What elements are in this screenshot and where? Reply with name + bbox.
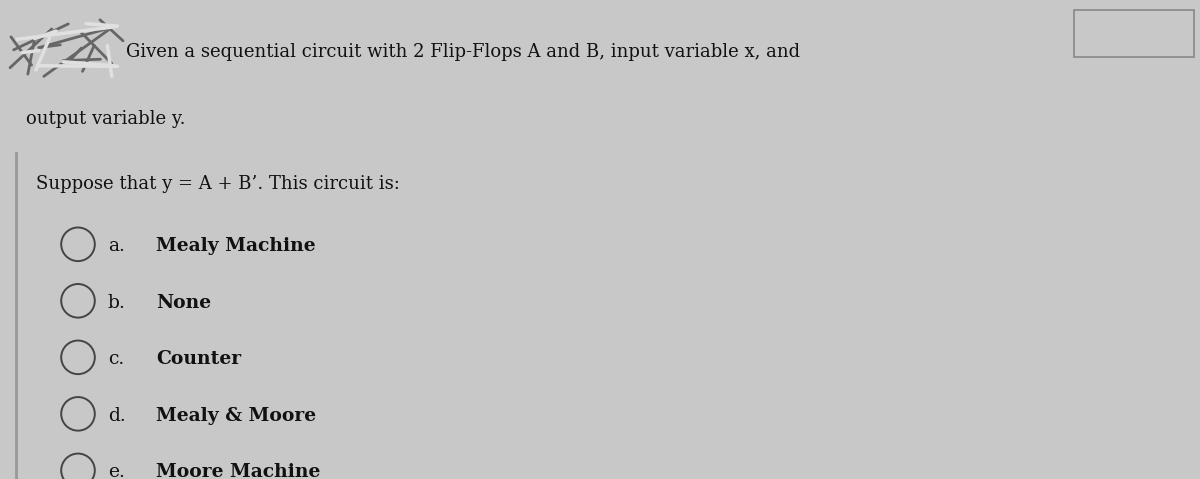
Text: None: None: [156, 294, 211, 312]
Text: Moore Machine: Moore Machine: [156, 463, 320, 479]
Text: c.: c.: [108, 350, 125, 368]
Text: d.: d.: [108, 407, 126, 425]
Text: Suppose that y = A + B’. This circuit is:: Suppose that y = A + B’. This circuit is…: [36, 175, 400, 193]
Text: Given a sequential circuit with 2 Flip-Flops A and B, input variable x, and: Given a sequential circuit with 2 Flip-F…: [126, 43, 800, 61]
Text: Mealy Machine: Mealy Machine: [156, 237, 316, 255]
Text: Counter: Counter: [156, 350, 241, 368]
Text: Mealy & Moore: Mealy & Moore: [156, 407, 316, 425]
Text: output variable y.: output variable y.: [26, 110, 186, 128]
Text: b.: b.: [108, 294, 126, 312]
FancyBboxPatch shape: [1074, 10, 1194, 57]
Text: e.: e.: [108, 463, 125, 479]
Text: a.: a.: [108, 237, 125, 255]
